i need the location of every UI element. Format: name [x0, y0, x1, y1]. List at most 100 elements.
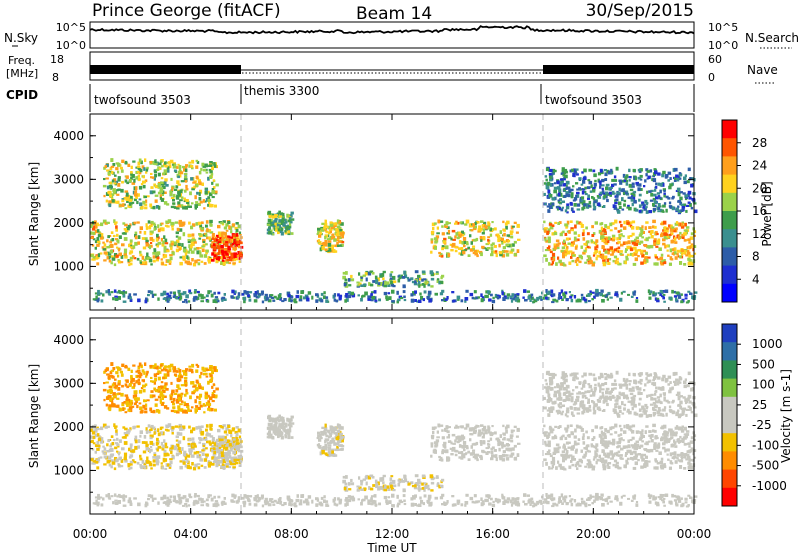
- power-echo-cell: [237, 224, 241, 229]
- power-echo-cell: [139, 253, 143, 257]
- velocity-echo-cell: [186, 404, 190, 408]
- power-echo-cell: [129, 223, 132, 227]
- power-echo-cell: [600, 226, 604, 231]
- velocity-echo-cell: [108, 407, 112, 412]
- velocity-echo-cell: [126, 385, 130, 389]
- power-echo-cell: [614, 219, 618, 224]
- power-echo-cell: [358, 272, 361, 276]
- power-echo-cell: [221, 234, 224, 238]
- velocity-echo-cell: [333, 426, 337, 430]
- velocity-echo-cell: [212, 383, 215, 386]
- power-echo-cell: [501, 254, 505, 258]
- power-echo-cell: [171, 251, 175, 256]
- velocity-echo-cell: [105, 381, 109, 384]
- power-echo-cell: [207, 290, 211, 295]
- velocity-echo-cell: [149, 364, 153, 368]
- power-echo-cell: [351, 294, 355, 298]
- noise-search-label: N.Search: [745, 31, 799, 45]
- velocity-echo-cell: [156, 372, 160, 375]
- power-echo-cell: [135, 170, 138, 174]
- velocity-echo-cell: [217, 461, 220, 465]
- velocity-echo-cell: [577, 438, 581, 441]
- power-echo-cell: [546, 296, 550, 301]
- power-echo-cell: [278, 210, 281, 215]
- velocity-echo-cell: [177, 375, 181, 379]
- velocity-echo-cell: [614, 423, 618, 428]
- power-echo-cell: [311, 295, 314, 300]
- velocity-echo-cell: [329, 427, 334, 431]
- velocity-echo-cell: [324, 452, 328, 456]
- power-echo-cell: [331, 244, 335, 247]
- power-echo-cell: [106, 246, 110, 249]
- velocity-echo-cell: [290, 419, 293, 422]
- velocity-echo-cell: [549, 454, 553, 458]
- velocity-echo-cell: [191, 454, 195, 458]
- velocity-echo-cell: [342, 479, 346, 484]
- velocity-echo-cell: [383, 488, 388, 492]
- power-echo-cell: [160, 165, 164, 168]
- power-echo-cell: [219, 237, 223, 240]
- velocity-echo-cell: [134, 435, 138, 440]
- velocity-echo-cell: [484, 429, 488, 434]
- power-echo-cell: [270, 296, 274, 299]
- velocity-echo-cell: [159, 393, 163, 397]
- power-echo-cell: [183, 167, 187, 172]
- velocity-echo-cell: [117, 465, 122, 468]
- velocity-echo-cell: [474, 426, 477, 430]
- power-echo-cell: [176, 194, 180, 198]
- power-echo-cell: [510, 299, 514, 303]
- power-echo-cell: [443, 237, 447, 241]
- velocity-echo-cell: [282, 416, 285, 421]
- power-echo-cell: [347, 294, 352, 299]
- power-echo-cell: [454, 222, 458, 225]
- power-echo-cell: [276, 226, 280, 230]
- power-echo-cell: [463, 240, 466, 244]
- velocity-echo-cell: [96, 447, 100, 451]
- velocity-echo-cell: [381, 477, 385, 481]
- power-echo-cell: [612, 259, 615, 263]
- power-echo-cell: [145, 171, 148, 174]
- velocity-echo-cell: [487, 425, 490, 430]
- power-echo-cell: [280, 231, 284, 236]
- velocity-echo-cell: [156, 460, 160, 464]
- power-echo-cell: [458, 252, 462, 255]
- power-echo-cell: [318, 234, 322, 238]
- power-echo-cell: [675, 227, 678, 231]
- power-echo-cell: [209, 170, 213, 174]
- power-echo-cell: [626, 221, 630, 225]
- velocity-echo-cell: [108, 385, 112, 389]
- power-echo-cell: [436, 278, 440, 281]
- velocity-echo-cell: [127, 408, 131, 412]
- power-echo-cell: [321, 242, 325, 246]
- power-echo-cell: [442, 240, 446, 244]
- velocity-echo-cell: [436, 483, 440, 487]
- power-echo-cell: [676, 249, 680, 253]
- velocity-echo-cell: [170, 409, 175, 413]
- power-echo-cell: [324, 239, 328, 244]
- velocity-echo-cell: [284, 434, 287, 437]
- power-echo-cell: [282, 212, 285, 217]
- velocity-echo-cell: [341, 444, 345, 448]
- power-echo-cell: [181, 221, 186, 225]
- velocity-echo-cell: [344, 482, 348, 486]
- power-echo-cell: [562, 171, 566, 175]
- power-echo-cell: [606, 248, 610, 252]
- velocity-echo-cell: [487, 442, 490, 446]
- power-echo-cell: [153, 222, 156, 226]
- power-echo-cell: [106, 239, 109, 243]
- velocity-echo-cell: [205, 424, 209, 428]
- velocity-echo-cell: [509, 434, 514, 438]
- power-echo-cell: [194, 259, 198, 264]
- velocity-echo-cell: [207, 394, 210, 398]
- velocity-echo-cell: [135, 380, 139, 384]
- velocity-echo-cell: [164, 446, 169, 449]
- power-echo-cell: [104, 165, 107, 169]
- power-echo-cell: [654, 201, 658, 204]
- power-echo-cell: [138, 158, 142, 163]
- power-echo-cell: [338, 240, 342, 243]
- power-echo-cell: [315, 293, 319, 297]
- power-echo-cell: [620, 233, 623, 237]
- colorbar-tick-label: 28: [752, 136, 767, 150]
- velocity-echo-cell: [387, 487, 391, 491]
- velocity-echo-cell: [198, 374, 202, 379]
